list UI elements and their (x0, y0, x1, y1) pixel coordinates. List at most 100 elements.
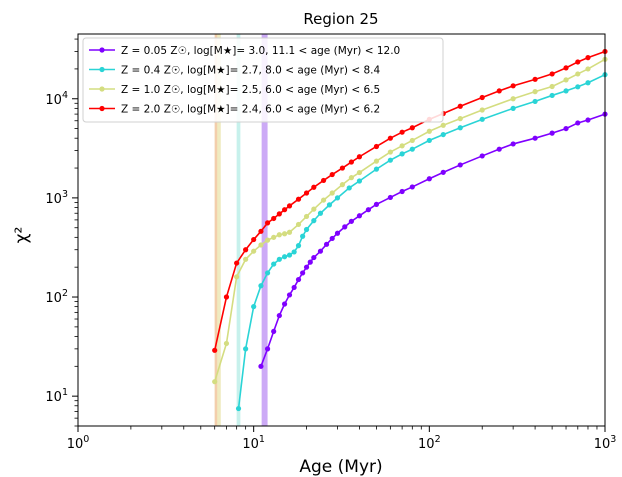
data-point (549, 83, 555, 90)
data-point (234, 274, 240, 280)
data-point (212, 347, 218, 353)
series-0 (258, 111, 608, 369)
data-point (264, 270, 271, 276)
data-point (387, 149, 393, 155)
data-point (479, 116, 485, 122)
legend-entry: Z = 2.0 Z☉, log[M★]= 2.4, 6.0 < age (Myr… (89, 104, 380, 116)
data-point (585, 80, 591, 86)
data-point (365, 207, 372, 213)
data-point (409, 125, 415, 131)
data-point (317, 210, 324, 216)
data-point (479, 153, 485, 159)
age-bands (214, 34, 268, 426)
data-point (286, 229, 293, 235)
data-point (356, 154, 363, 160)
age-band-2 (214, 34, 221, 426)
legend-label: Z = 1.0 Z☉, log[M★]= 2.5, 6.0 < age (Myr… (121, 84, 380, 96)
data-point (575, 71, 581, 77)
legend-label: Z = 0.4 Z☉, log[M★]= 2.7, 8.0 < age (Myr… (121, 65, 381, 77)
data-point (532, 89, 538, 95)
data-point (320, 197, 327, 203)
data-point (326, 202, 333, 208)
y-tick-label: 102 (45, 288, 68, 306)
data-point (282, 301, 288, 307)
data-point (223, 340, 230, 347)
data-point (440, 131, 446, 138)
data-point (585, 66, 591, 72)
age-band-3 (214, 34, 218, 426)
data-point (282, 254, 288, 260)
data-point (339, 165, 346, 171)
data-point (409, 184, 415, 190)
series-line-2 (213, 58, 606, 382)
data-point (295, 243, 302, 249)
legend-label: Z = 2.0 Z☉, log[M★]= 2.4, 6.0 < age (Myr… (121, 104, 380, 116)
data-point (303, 264, 310, 270)
data-point (457, 162, 463, 168)
chart-title: Region 25 (303, 10, 378, 28)
data-point (563, 65, 569, 71)
data-point (286, 292, 293, 298)
data-point (323, 241, 330, 247)
data-point (409, 146, 415, 152)
data-point (271, 234, 277, 240)
data-point (334, 230, 341, 236)
legend-box (82, 37, 444, 123)
data-point (291, 249, 297, 255)
data-point (387, 194, 393, 201)
legend-entry: Z = 0.05 Z☉, log[M★]= 3.0, 11.1 < age (M… (89, 45, 400, 57)
data-point (295, 221, 302, 228)
data-point (258, 228, 264, 234)
data-point (496, 88, 502, 94)
data-point (348, 159, 354, 165)
data-point (479, 94, 485, 101)
data-point (282, 231, 288, 237)
data-point (440, 122, 446, 128)
data-point (251, 236, 257, 243)
data-point (346, 185, 352, 191)
data-point (271, 328, 277, 335)
legend-label: Z = 0.05 Z☉, log[M★]= 3.0, 11.1 < age (M… (121, 45, 400, 57)
data-point (440, 169, 446, 175)
age-band-1 (236, 34, 241, 426)
legend-entry: Z = 0.4 Z☉, log[M★]= 2.7, 8.0 < age (Myr… (89, 65, 381, 77)
data-point (356, 178, 363, 184)
data-point (348, 218, 354, 224)
legend-marker (99, 47, 105, 53)
data-point (457, 125, 463, 131)
data-point (575, 84, 581, 90)
data-point (311, 218, 317, 224)
data-point (258, 363, 264, 369)
data-point (399, 151, 405, 157)
data-point (585, 55, 591, 61)
data-point (320, 177, 327, 184)
data-point (264, 237, 271, 243)
data-point (334, 195, 341, 201)
data-point (373, 158, 380, 164)
data-point (496, 146, 502, 152)
data-point (303, 190, 310, 196)
data-point (563, 125, 569, 132)
data-point (271, 261, 277, 267)
data-point (300, 270, 306, 276)
data-point (258, 242, 264, 248)
data-point (276, 211, 282, 217)
data-point (300, 233, 306, 239)
data-point (276, 232, 282, 238)
data-point (282, 207, 288, 213)
data-point (399, 188, 405, 195)
data-point (276, 256, 282, 262)
data-point (286, 203, 293, 209)
y-tick-label: 103 (45, 189, 68, 207)
data-point (286, 252, 293, 258)
data-point (317, 248, 324, 254)
data-point (307, 259, 313, 265)
x-axis-label: Age (Myr) (299, 457, 382, 477)
data-point (311, 206, 317, 212)
series-1 (235, 72, 608, 412)
data-point (510, 96, 516, 102)
data-point (426, 137, 432, 144)
data-point (549, 130, 555, 136)
legend: Z = 0.05 Z☉, log[M★]= 3.0, 11.1 < age (M… (82, 37, 444, 123)
data-point (510, 105, 516, 111)
